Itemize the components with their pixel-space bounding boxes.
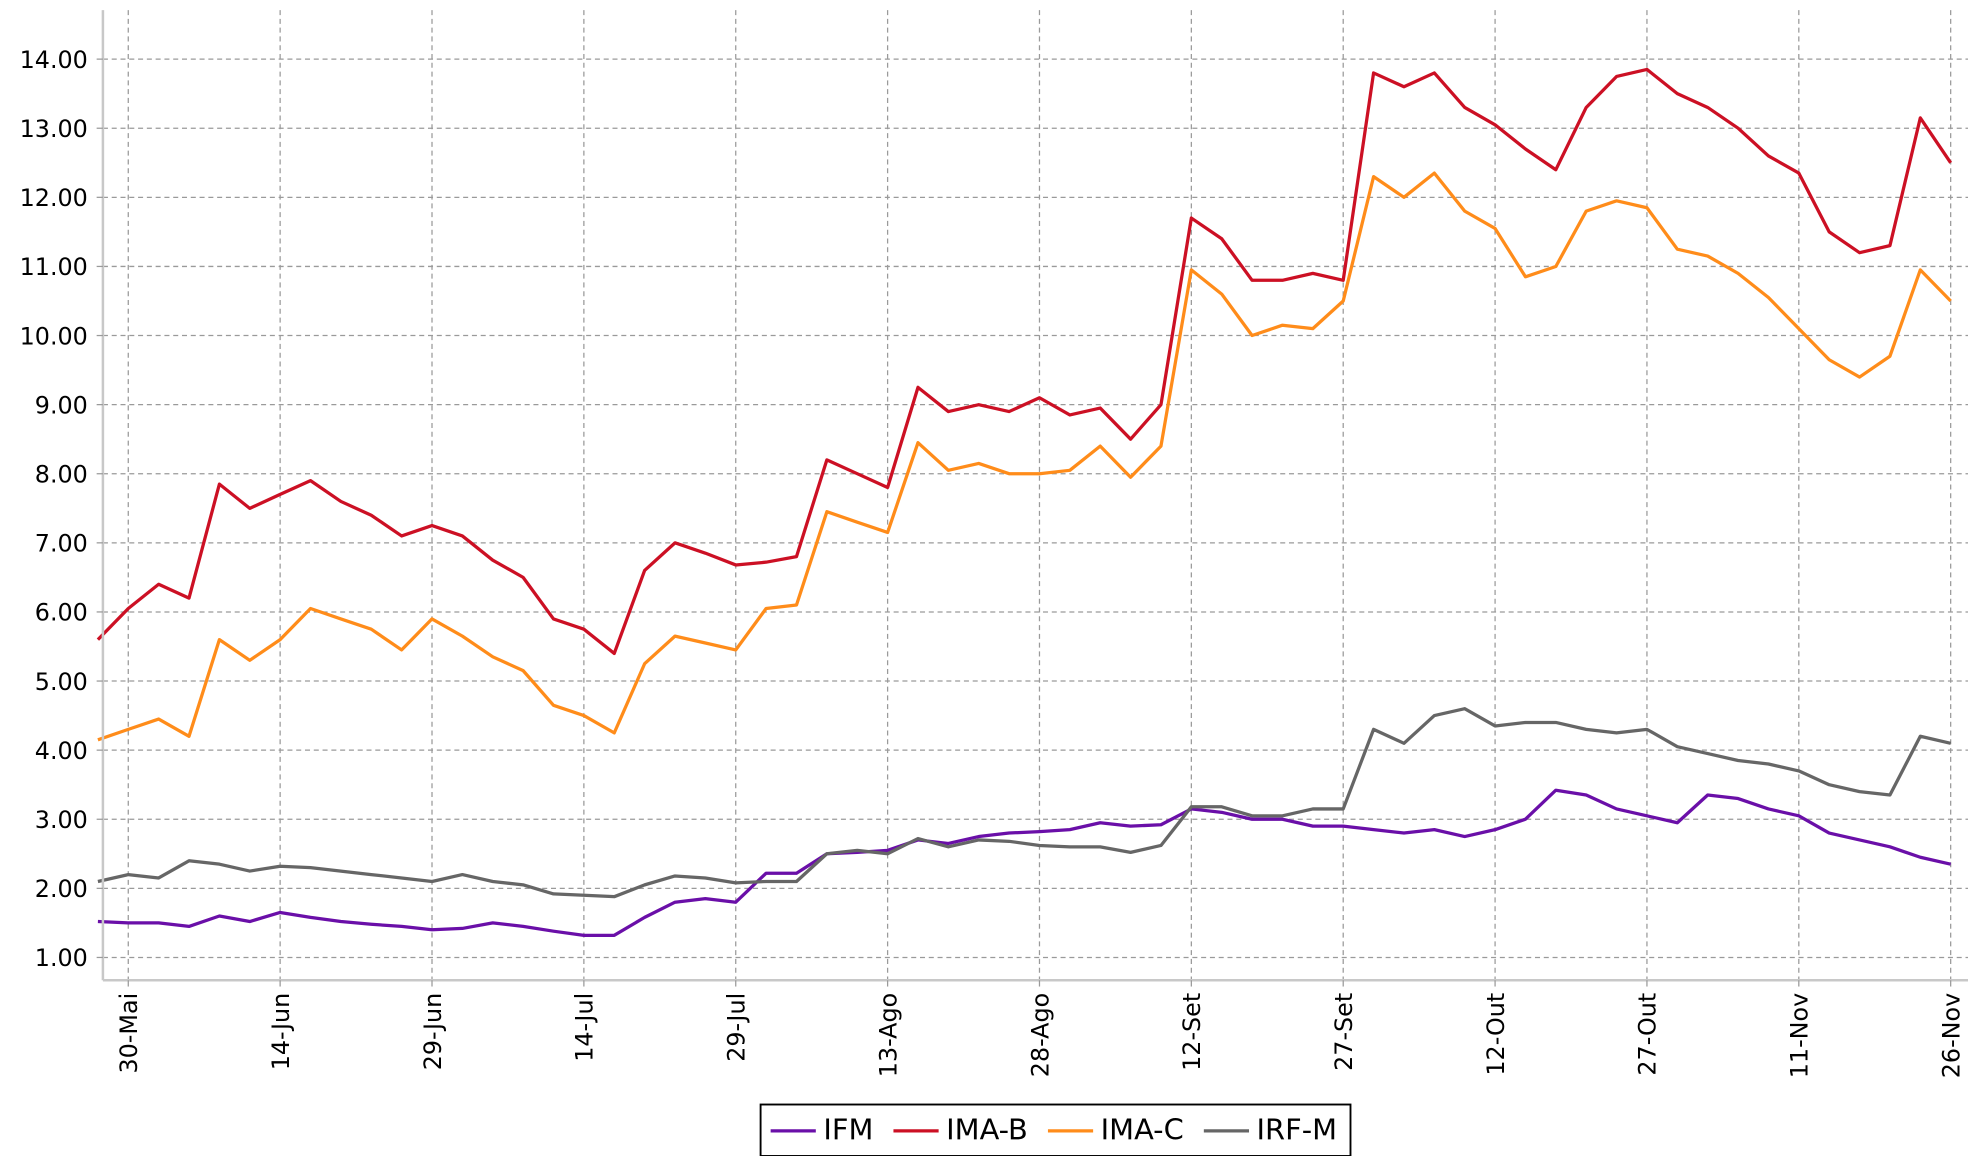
legend-label: IMA-C xyxy=(1101,1113,1184,1147)
grid xyxy=(102,10,1968,981)
series-line xyxy=(97,171,1952,742)
x-tick-label: 14-Jul xyxy=(571,993,599,1062)
y-tick-label: 11.00 xyxy=(20,253,88,281)
x-tick-label: 27-Out xyxy=(1634,993,1662,1076)
series-line xyxy=(97,788,1952,937)
x-tick-label: 28-Ago xyxy=(1026,993,1054,1077)
y-tick-label: 8.00 xyxy=(35,461,88,489)
x-tick-label: 12-Set xyxy=(1178,993,1206,1071)
y-tick-label: 10.00 xyxy=(20,322,88,350)
y-tick-label: 2.00 xyxy=(35,875,88,903)
y-tick-label: 14.00 xyxy=(20,46,88,74)
legend-label: IRF-M xyxy=(1257,1113,1337,1147)
series-line xyxy=(97,707,1952,899)
series-line xyxy=(96,67,1953,656)
x-tick-label: 14-Jun xyxy=(267,993,295,1070)
y-tick-label: 9.00 xyxy=(35,391,88,419)
x-tick-label: 26-Nov xyxy=(1937,993,1965,1078)
legend-label: IFM xyxy=(823,1113,873,1147)
x-tick-label: 29-Jul xyxy=(723,993,751,1062)
y-tick-label: 1.00 xyxy=(35,944,88,972)
x-tick-label: 29-Jun xyxy=(419,993,447,1070)
legend: IFM IMA-B IMA-C IRF-M xyxy=(759,1103,1352,1156)
y-tick-label: 6.00 xyxy=(35,599,88,627)
x-tick-label: 27-Set xyxy=(1330,993,1358,1071)
y-tick-label: 13.00 xyxy=(20,115,88,143)
x-tick-label: 11-Nov xyxy=(1786,993,1814,1078)
x-tick-label: 12-Out xyxy=(1482,993,1510,1076)
axes: 1.00 2.00 3.00 4.00 5.00 6.00 7.00 8.00 9.00 10.0… xyxy=(20,10,1968,1078)
y-tick-label: 12.00 xyxy=(20,184,88,212)
legend-label: IMA-B xyxy=(946,1113,1028,1147)
y-tick-label: 3.00 xyxy=(35,806,88,834)
plot-lines xyxy=(96,67,1953,937)
y-tick-label: 5.00 xyxy=(35,668,88,696)
y-tick-label: 7.00 xyxy=(35,530,88,558)
x-tick-label: 30-Mai xyxy=(115,993,143,1074)
y-tick-label: 4.00 xyxy=(35,737,88,765)
x-tick-label: 13-Ago xyxy=(874,993,902,1077)
